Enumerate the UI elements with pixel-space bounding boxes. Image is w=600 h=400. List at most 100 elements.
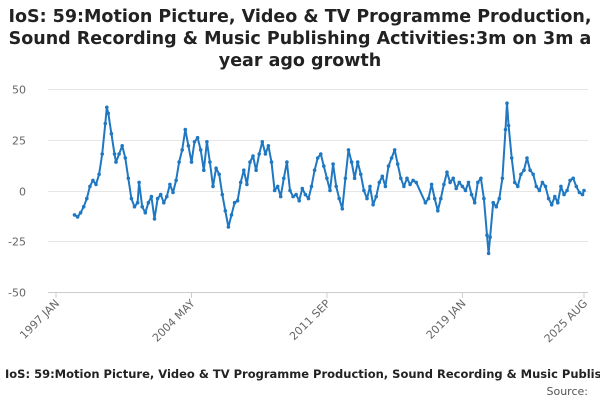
data-point [309,184,314,189]
data-point [315,156,320,160]
data-point [445,170,449,174]
data-point [334,184,339,189]
data-point [374,194,379,199]
data-point [346,148,351,152]
data-point [540,180,545,185]
data-point [123,156,128,160]
data-point [519,172,523,177]
data-point [494,204,499,209]
data-point [260,140,265,144]
legend-label: IoS: 59:Motion Picture, Video & TV Progr… [5,367,600,381]
chart-title-line-2: Sound Recording & Music Publishing Activ… [8,29,592,49]
data-point [402,184,406,189]
data-point [392,148,397,152]
data-point [275,184,280,189]
data-point [423,200,428,205]
data-point [531,172,535,177]
data-point [263,152,268,156]
data-point [429,182,434,187]
y-tick-label: 0 [19,186,26,199]
data-point [365,196,369,201]
data-point [559,184,563,189]
data-point [294,192,298,197]
data-point [543,184,548,189]
data-point [322,164,326,168]
data-point [442,182,446,187]
data-point [192,140,197,144]
data-point [343,176,348,181]
chart-title-line-3: year ago growth [218,51,382,71]
data-point [485,233,489,237]
data-point [395,162,400,166]
data-point [248,160,252,164]
data-point [405,176,409,181]
data-point [506,123,511,128]
data-point [325,176,329,181]
data-point [158,192,163,197]
data-point [352,176,357,181]
data-point [105,105,109,110]
data-point [328,188,332,193]
data-point [460,184,465,189]
data-point [137,180,141,185]
data-point [368,184,372,189]
data-point [162,200,166,205]
data-point [103,121,108,126]
data-point [349,160,354,164]
data-point [126,176,131,181]
data-point [132,204,137,209]
data-point [386,164,391,168]
x-tick-label: 2004 MAY [150,297,198,345]
data-point [482,196,486,201]
data-point [183,127,188,132]
data-point [522,168,526,172]
data-point [582,188,586,193]
data-point [414,180,419,185]
data-point [479,176,483,181]
data-point [574,184,579,189]
data-point [226,225,231,229]
data-point [448,180,452,185]
x-tick-label: 2025 AUG [542,297,591,346]
data-point [571,176,575,181]
data-point [380,174,385,179]
data-point [463,188,468,193]
data-point [117,152,121,156]
data-point [75,215,80,219]
data-point [85,196,89,201]
y-tick-label: -25 [8,236,26,249]
data-point [436,209,440,213]
data-point [534,184,539,189]
data-point [120,144,124,148]
data-point [242,168,246,172]
data-point [109,131,114,136]
data-point [72,213,77,217]
data-point [549,202,554,207]
data-point [331,162,335,166]
data-point [114,160,118,164]
data-point [272,188,277,193]
data-point [497,196,502,201]
data-point [143,211,148,215]
data-point [288,188,292,193]
data-point [303,192,308,197]
data-point [278,194,283,199]
series-layer [72,101,586,256]
data-point [180,148,184,152]
data-point [211,184,215,189]
data-point [371,202,375,207]
data-point [457,180,462,185]
x-tick-label: 1997 JAN [17,297,62,342]
data-point [266,144,271,148]
data-point [411,178,415,183]
data-point [155,196,160,201]
data-point [340,207,345,211]
data-point [580,192,585,197]
chart-title: IoS: 59:Motion Picture, Video & TV Progr… [0,6,600,72]
data-point [383,184,388,189]
x-tick-label: 2019 JAN [424,297,469,342]
data-point [488,235,492,239]
data-point [565,188,569,193]
data-point [556,200,560,205]
data-point [146,200,151,205]
